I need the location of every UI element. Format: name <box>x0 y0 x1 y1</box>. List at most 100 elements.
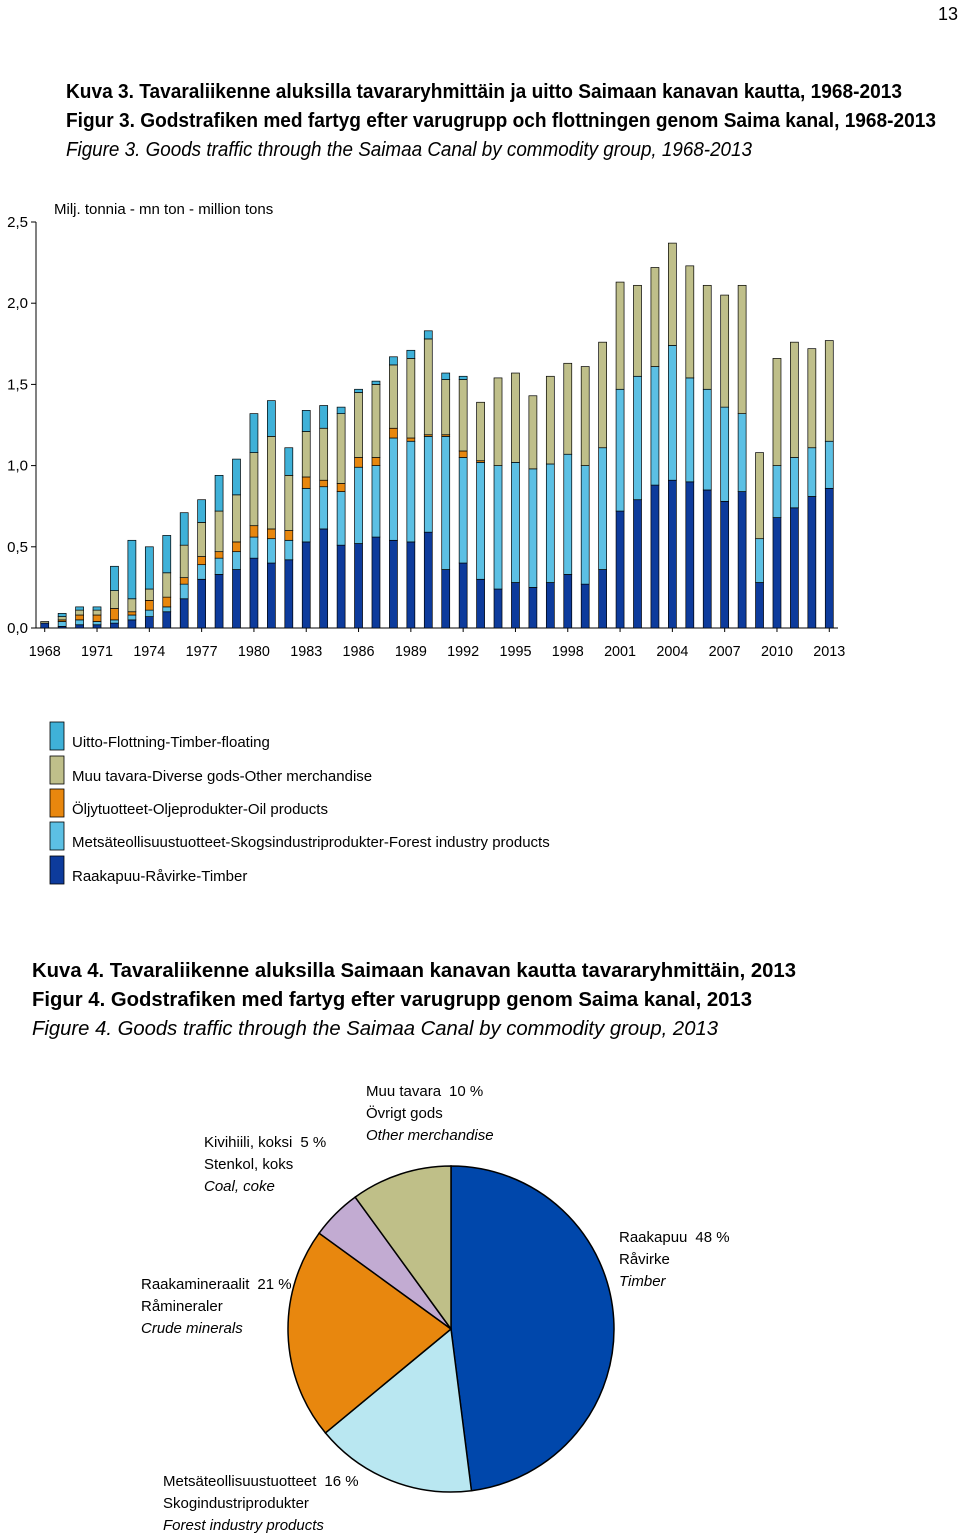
bar-segment <box>406 358 416 439</box>
bar-segment <box>162 606 172 613</box>
bar-segment <box>110 590 119 609</box>
x-tick-label: 1986 <box>343 643 375 660</box>
pie-slice <box>450 1165 615 1492</box>
bar-segment <box>179 598 189 629</box>
bar-segment <box>197 556 206 566</box>
bar-segment <box>284 447 294 476</box>
bar-segment <box>807 348 817 449</box>
bar-segment <box>92 609 102 616</box>
bar-segment <box>127 619 137 629</box>
bar-segment <box>423 436 433 533</box>
y-tick-label: 2,5 <box>7 214 28 231</box>
bar-segment <box>441 372 451 380</box>
bar-segment <box>57 621 67 627</box>
bar-segment <box>92 621 102 626</box>
bar-segment <box>371 380 381 385</box>
bar-segment <box>668 242 677 346</box>
bar-segment <box>301 541 311 629</box>
bar-segment <box>423 338 433 436</box>
y-tick-label: 1,5 <box>7 376 28 393</box>
bar-segment <box>702 284 712 390</box>
bar-segment <box>511 462 520 583</box>
bar-segment <box>458 562 468 629</box>
x-tick-label: 1998 <box>552 643 584 660</box>
bar-segment <box>284 539 294 561</box>
y-tick-label: 0,5 <box>7 539 28 556</box>
bar-segment <box>232 541 241 553</box>
bar-segment <box>92 606 102 611</box>
bar-segment <box>598 569 607 629</box>
bar-segment <box>197 499 206 523</box>
pie-slice <box>287 1232 453 1434</box>
bar-segment <box>110 622 119 629</box>
slice-label-sv: Råmineraler <box>141 1298 223 1315</box>
bar-segment <box>319 486 329 530</box>
bar-segment <box>598 447 607 570</box>
bar-segment <box>598 341 607 449</box>
bar-segment <box>511 582 520 629</box>
bar-segment <box>336 544 346 629</box>
chart-title: Kuva 3. Tavaraliikenne aluksilla tavarar… <box>66 81 902 103</box>
bar-segment <box>336 413 346 484</box>
bar-segment <box>284 474 294 531</box>
bar-segment <box>702 489 712 629</box>
bar-segment <box>249 536 259 559</box>
y-tick-label: 1,0 <box>7 458 28 475</box>
legend-label: Uitto-Flottning-Timber-floating <box>72 734 270 751</box>
legend-label: Muu tavara-Diverse gods-Other merchandis… <box>72 768 372 785</box>
bar-segment <box>389 427 398 439</box>
bar-segment <box>144 546 154 590</box>
bar-segment <box>807 447 817 497</box>
bar-segment <box>371 384 381 458</box>
bar-segment <box>772 517 782 629</box>
bar-segment <box>476 578 485 629</box>
bar-segment <box>685 377 695 483</box>
bar-segment <box>127 539 137 600</box>
bar-segment <box>319 479 329 488</box>
bar-segment <box>336 491 346 546</box>
bar-segment <box>214 574 224 629</box>
slice-name: Muu tavara <box>366 1083 442 1100</box>
chart-subtitle: Figur 4. Godstrafiken med fartyg efter v… <box>32 989 752 1011</box>
pie-slice <box>354 1165 452 1332</box>
slice-label: Kivihiili, koksi 5 % <box>204 1134 326 1151</box>
bar-segment <box>110 565 119 591</box>
legend-swatch <box>49 788 65 818</box>
bar-segment <box>406 440 416 543</box>
bar-segment <box>406 349 416 359</box>
x-tick-label: 1995 <box>499 643 531 660</box>
bar-segment <box>267 538 276 564</box>
bar-segment <box>563 453 573 575</box>
bar-segment <box>720 294 730 408</box>
bar-segment <box>162 572 172 598</box>
bar-segment <box>737 413 747 492</box>
bar-segment <box>458 379 468 452</box>
slice-label-en: Coal, coke <box>204 1178 275 1195</box>
bar-segment <box>755 538 764 583</box>
bar-segment <box>493 465 503 590</box>
bar-segment <box>824 340 834 442</box>
slice-label: Raakamineraalit 21 % <box>141 1276 292 1293</box>
page-number: 13 <box>938 4 958 24</box>
bar-segment <box>528 468 538 588</box>
x-tick-label: 1968 <box>29 643 61 660</box>
slice-value-label: 21 % <box>257 1276 291 1293</box>
bar-segment <box>824 440 834 489</box>
y-tick-label: 2,0 <box>7 295 28 312</box>
bar-segment <box>179 512 189 546</box>
bar-segment <box>249 413 259 453</box>
bar-segment <box>232 551 241 570</box>
bar-segment <box>40 622 50 629</box>
bar-segment <box>319 427 329 481</box>
bar-segment <box>824 487 834 629</box>
bar-segment <box>423 330 433 340</box>
bar-segment <box>284 530 294 541</box>
slice-label-sv: Skogindustriprodukter <box>163 1495 309 1512</box>
bar-segment <box>354 466 363 544</box>
bar-segment <box>406 541 416 629</box>
bar-segment <box>232 569 241 629</box>
bar-segment <box>720 406 730 502</box>
bar-segment <box>179 577 189 585</box>
bar-segment <box>580 366 590 466</box>
y-axis-label: Milj. tonnia - mn ton - million tons <box>54 201 273 218</box>
